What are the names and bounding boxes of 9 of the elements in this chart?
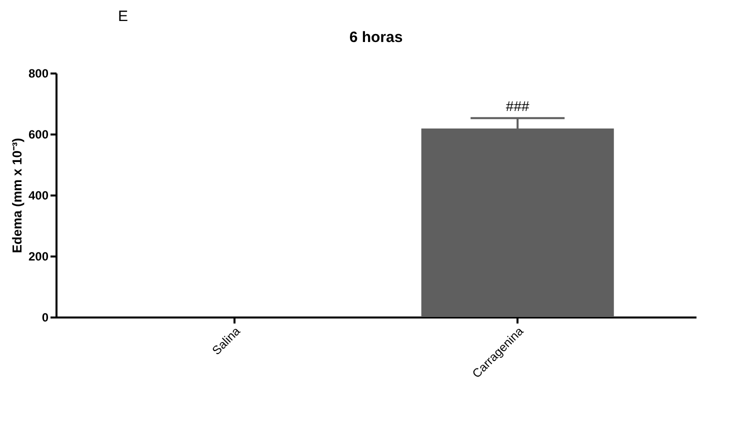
y-tick-label: 600 [28, 128, 49, 142]
text: E [118, 8, 128, 25]
y-axis-title: Edema (mm x 10⁻³) [9, 138, 24, 254]
y-tick-label: 800 [28, 66, 49, 80]
y-tick-label: 0 [42, 310, 49, 324]
annotation: ### [506, 98, 530, 114]
chart-title: 6 horas [349, 29, 403, 46]
y-tick-label: 400 [28, 188, 49, 202]
y-tick-label: 200 [28, 250, 49, 264]
